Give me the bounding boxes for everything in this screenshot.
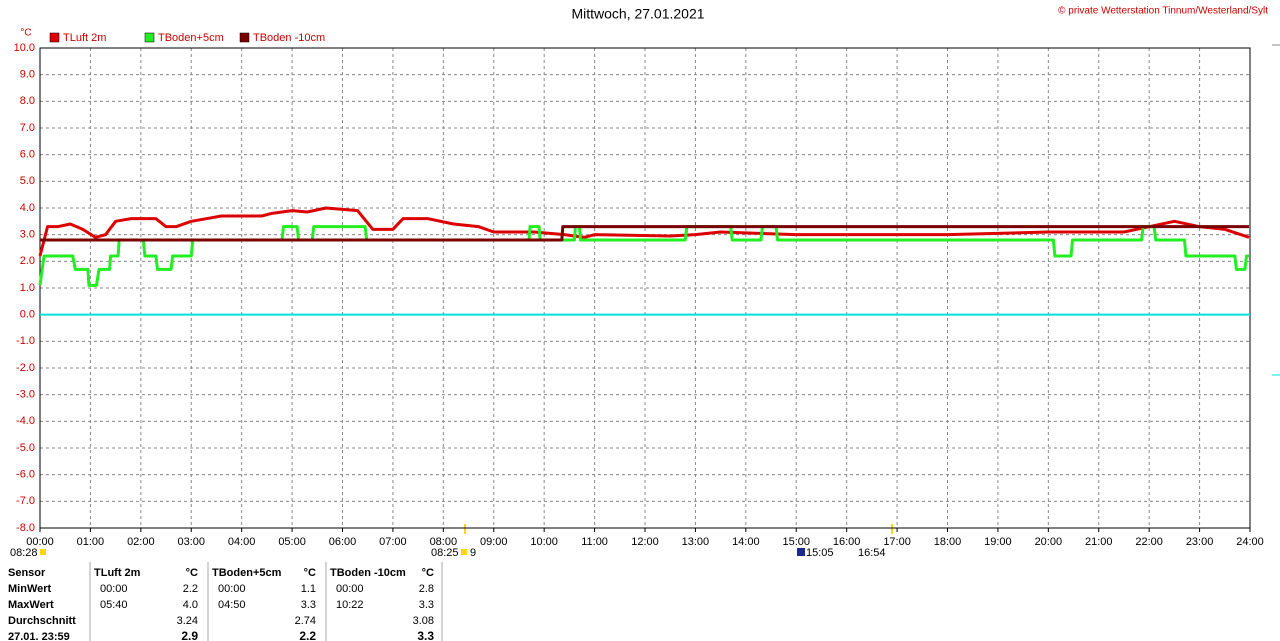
series-line (40, 225, 1249, 242)
x-tick-label: 14:00 (732, 536, 760, 548)
y-tick-label: -6.0 (16, 469, 35, 481)
table-header: Sensor (8, 567, 46, 579)
table-time: 05:40 (100, 599, 128, 611)
series-line (38, 206, 1250, 257)
y-tick-label: 10.0 (14, 42, 35, 54)
legend-label: TBoden -10cm (253, 32, 325, 44)
y-tick-label: -4.0 (16, 415, 35, 427)
marker: 16:54 (858, 547, 886, 559)
x-tick-label: 21:00 (1085, 536, 1113, 548)
marker: 15:05 (806, 547, 834, 559)
series-line (38, 225, 1249, 287)
x-tick-label: 02:00 (127, 536, 155, 548)
x-tick-label: 03:00 (177, 536, 205, 548)
table-time: 00:00 (336, 583, 364, 595)
table-row-label: 27.01. 23:59 (8, 631, 70, 641)
table-value: 3.3 (419, 599, 434, 611)
table-row-label: MaxWert (8, 599, 54, 611)
sun-icon (40, 549, 46, 555)
x-tick-label: 08:00 (430, 536, 458, 548)
table-value: 4.0 (183, 599, 198, 611)
x-tick-label: 15:00 (782, 536, 810, 548)
table-header: °C (186, 567, 198, 579)
table-header: TLuft 2m (94, 567, 141, 579)
y-tick-label: 9.0 (20, 69, 35, 81)
y-tick-label: 8.0 (20, 95, 35, 107)
table-header: TBoden+5cm (212, 567, 282, 579)
legend-swatch (49, 32, 60, 43)
table-value: 2.8 (419, 583, 434, 595)
legend-swatch (239, 32, 250, 43)
x-tick-label: 09:00 (480, 536, 508, 548)
moon-icon (797, 548, 805, 556)
y-tick-label: 6.0 (20, 149, 35, 161)
table-time: 00:00 (100, 583, 128, 595)
y-tick-label: 1.0 (20, 282, 35, 294)
x-tick-label: 22:00 (1135, 536, 1163, 548)
y-tick-label: -3.0 (16, 389, 35, 401)
x-tick-label: 04:00 (228, 536, 256, 548)
marker: 9 (470, 547, 476, 559)
table-value: 2.9 (181, 629, 198, 641)
table-value: 2.2 (299, 629, 316, 641)
y-tick-label: 5.0 (20, 175, 35, 187)
table-row-label: MinWert (8, 583, 52, 595)
table-header: °C (304, 567, 316, 579)
legend-label: TLuft 2m (63, 32, 106, 44)
x-tick-label: 11:00 (581, 536, 608, 548)
x-tick-label: 24:00 (1236, 536, 1264, 548)
x-tick-label: 19:00 (984, 536, 1012, 548)
y-tick-label: -1.0 (16, 335, 35, 347)
y-tick-label: 4.0 (20, 202, 35, 214)
sun-icon (461, 549, 467, 555)
x-tick-label: 07:00 (379, 536, 407, 548)
y-tick-label: -2.0 (16, 362, 35, 374)
table-value: 3.3 (301, 599, 316, 611)
y-tick-label: 3.0 (20, 229, 35, 241)
table-time: 10:22 (336, 599, 364, 611)
chart-title: Mittwoch, 27.01.2021 (571, 6, 704, 22)
x-tick-label: 23:00 (1186, 536, 1214, 548)
legend-swatch (144, 32, 155, 43)
y-tick-label: -8.0 (16, 522, 35, 534)
x-tick-label: 18:00 (934, 536, 962, 548)
x-tick-label: 13:00 (682, 536, 710, 548)
x-tick-label: 00:00 (26, 536, 54, 548)
marker: 08:25 (431, 547, 459, 559)
y-tick-label: -5.0 (16, 442, 35, 454)
legend-label: TBoden+5cm (158, 32, 224, 44)
x-tick-label: 06:00 (329, 536, 357, 548)
table-header: °C (422, 567, 434, 579)
y-tick-label: -7.0 (16, 495, 35, 507)
x-tick-label: 12:00 (631, 536, 659, 548)
table-value: 2.2 (183, 583, 198, 595)
x-tick-label: 05:00 (278, 536, 306, 548)
y-tick-label: 0.0 (20, 309, 35, 321)
x-tick-label: 10:00 (530, 536, 558, 548)
table-header: TBoden -10cm (330, 567, 406, 579)
table-time: 00:00 (218, 583, 246, 595)
x-tick-label: 17:00 (883, 536, 911, 548)
x-tick-label: 01:00 (77, 536, 105, 548)
table-value: 3.24 (177, 615, 198, 627)
table-value: 3.08 (413, 615, 434, 627)
y-tick-label: 7.0 (20, 122, 35, 134)
y-tick-label: 2.0 (20, 255, 35, 267)
table-row-label: Durchschnitt (8, 615, 76, 627)
credit: © private Wetterstation Tinnum/Westerlan… (1058, 6, 1268, 17)
table-time: 04:50 (218, 599, 246, 611)
table-value: 2.74 (295, 615, 316, 627)
x-tick-label: 16:00 (833, 536, 861, 548)
marker: 08:28 (10, 547, 38, 559)
table-value: 1.1 (301, 583, 316, 595)
y-unit: °C (20, 28, 31, 39)
x-tick-label: 20:00 (1035, 536, 1063, 548)
table-value: 3.3 (417, 629, 434, 641)
plot-frame (39, 47, 1251, 529)
